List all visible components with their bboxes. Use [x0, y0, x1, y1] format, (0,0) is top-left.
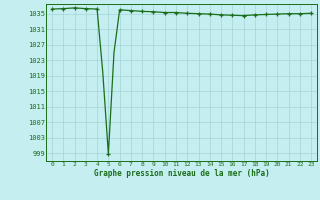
X-axis label: Graphe pression niveau de la mer (hPa): Graphe pression niveau de la mer (hPa) [94, 169, 269, 178]
